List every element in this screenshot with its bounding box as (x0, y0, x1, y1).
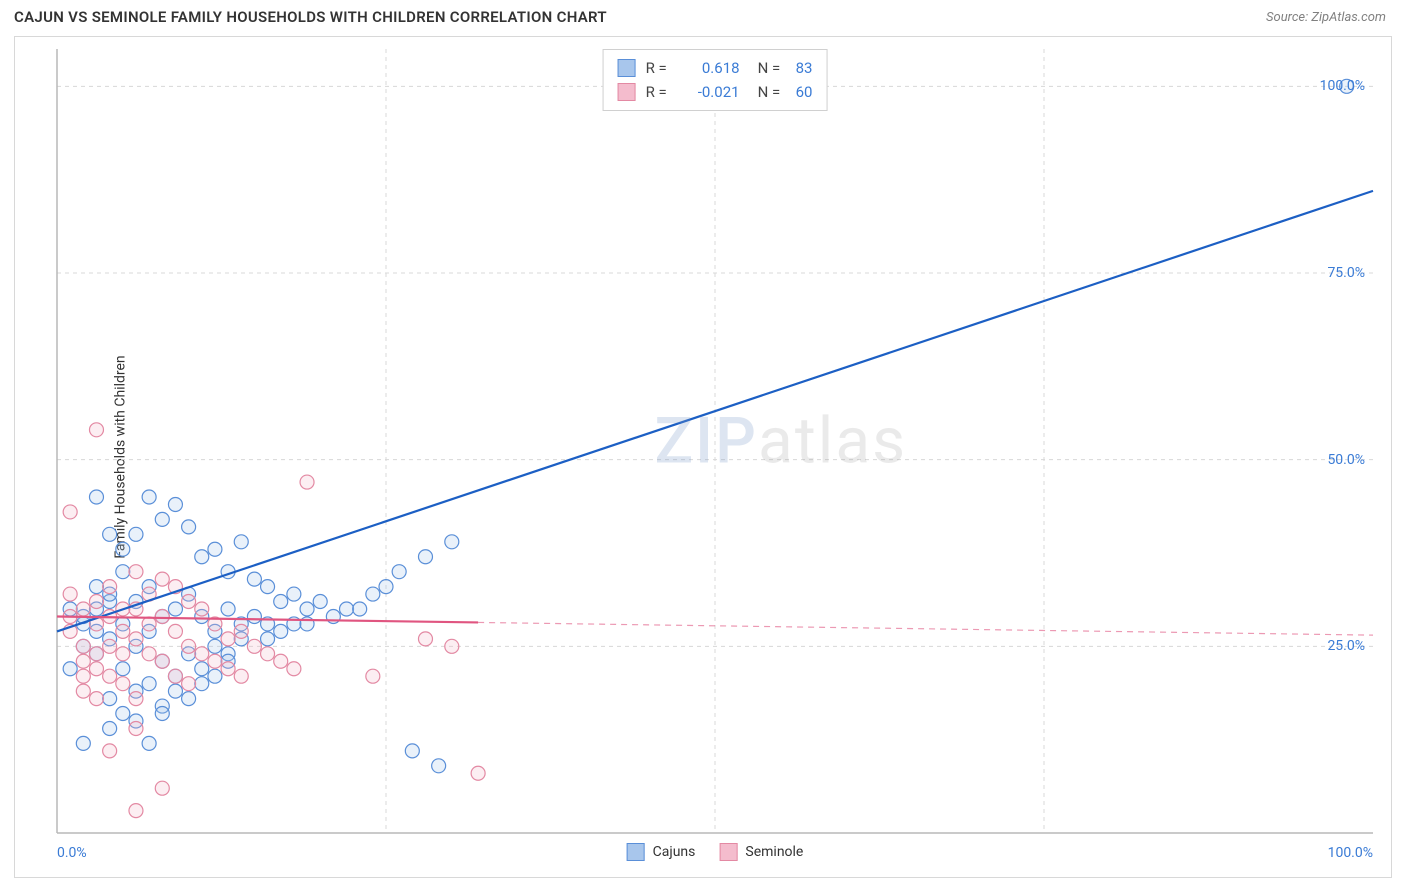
n-label: N = (758, 80, 786, 104)
xtick-label: 100.0% (1328, 845, 1373, 861)
stats-swatch-seminole (618, 83, 636, 101)
ytick-label: 25.0% (1327, 638, 1365, 654)
n-value-cajuns: 83 (796, 56, 813, 80)
xtick-label: 0.0% (57, 845, 87, 861)
plot-area: R = 0.618 N = 83 R = -0.021 N = 60 ZIPat… (57, 49, 1373, 833)
r-value-cajuns: 0.618 (684, 56, 740, 80)
chart-title: CAJUN VS SEMINOLE FAMILY HOUSEHOLDS WITH… (14, 8, 607, 26)
scatter-plot-svg (57, 49, 1373, 833)
legend-swatch-cajuns (627, 843, 645, 861)
legend-item-cajuns: Cajuns (627, 843, 696, 861)
stats-row-seminole: R = -0.021 N = 60 (618, 80, 813, 104)
ytick-label: 75.0% (1327, 265, 1365, 281)
chart-container: Family Households with Children R = 0.61… (14, 36, 1392, 878)
ytick-label: 50.0% (1327, 452, 1365, 468)
r-label: R = (646, 80, 674, 104)
source-attribution: Source: ZipAtlas.com (1266, 10, 1386, 25)
stats-row-cajuns: R = 0.618 N = 83 (618, 56, 813, 80)
correlation-stats-box: R = 0.618 N = 83 R = -0.021 N = 60 (603, 49, 828, 111)
r-value-seminole: -0.021 (684, 80, 740, 104)
legend-label-cajuns: Cajuns (653, 844, 696, 860)
legend-item-seminole: Seminole (719, 843, 803, 861)
n-label: N = (758, 56, 786, 80)
n-value-seminole: 60 (796, 80, 813, 104)
ytick-label: 100.0% (1320, 78, 1365, 94)
legend: Cajuns Seminole (627, 843, 804, 861)
legend-swatch-seminole (719, 843, 737, 861)
stats-swatch-cajuns (618, 59, 636, 77)
legend-label-seminole: Seminole (745, 844, 803, 860)
r-label: R = (646, 56, 674, 80)
